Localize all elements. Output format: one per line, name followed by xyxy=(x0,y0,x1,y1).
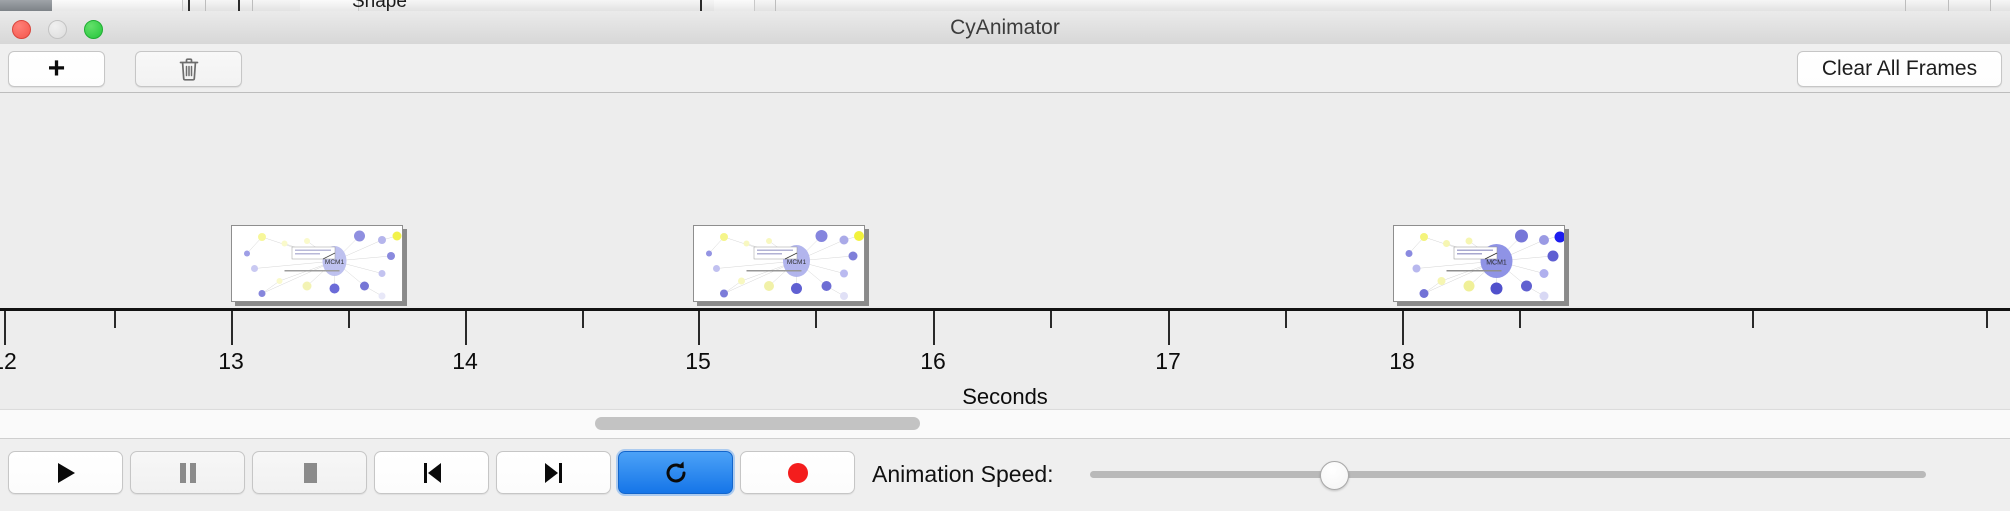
axis-major-tick xyxy=(933,311,935,345)
pause-icon xyxy=(179,462,196,483)
skip-start-button[interactable] xyxy=(374,451,489,494)
axis-minor-tick xyxy=(1050,311,1052,328)
record-button[interactable] xyxy=(740,451,855,494)
svg-text:MCM1: MCM1 xyxy=(1486,260,1507,267)
axis-tick-label: 18 xyxy=(1389,348,1415,374)
network-graph: MCM1 xyxy=(706,230,864,300)
axis-major-tick xyxy=(465,311,467,345)
axis-major-tick xyxy=(231,311,233,345)
network-thumbnail: MCM1 xyxy=(232,226,402,301)
playback-control-bar: Animation Speed: xyxy=(0,438,2010,511)
network-graph: MCM1 xyxy=(1405,229,1564,301)
toolbar: + Clear All Frames xyxy=(0,44,2010,93)
axis-tick-label: 12 xyxy=(0,348,17,374)
timeline-scrollbar[interactable] xyxy=(0,409,2010,439)
play-button[interactable] xyxy=(8,451,123,494)
axis-tick-label: 14 xyxy=(452,348,478,374)
axis-tick-label: 17 xyxy=(1155,348,1181,374)
skip-end-icon xyxy=(544,462,562,483)
svg-text:MCM1: MCM1 xyxy=(787,259,807,266)
play-icon xyxy=(57,462,75,483)
stop-button[interactable] xyxy=(252,451,367,494)
skip-start-icon xyxy=(423,462,441,483)
trash-icon xyxy=(179,57,198,81)
animation-speed-label: Animation Speed: xyxy=(872,461,1054,487)
zoom-button[interactable] xyxy=(84,20,103,39)
close-button[interactable] xyxy=(12,20,31,39)
axis-minor-tick xyxy=(1986,311,1988,328)
slider-track[interactable] xyxy=(1090,471,1926,478)
skip-end-button[interactable] xyxy=(496,451,611,494)
record-icon xyxy=(787,462,808,483)
animation-speed-slider[interactable] xyxy=(1090,461,1926,490)
axis-major-tick xyxy=(1168,311,1170,345)
stop-icon xyxy=(303,462,317,483)
axis-minor-tick xyxy=(1519,311,1521,328)
loop-icon xyxy=(666,461,685,482)
delete-frame-button[interactable] xyxy=(135,51,242,87)
pause-button[interactable] xyxy=(130,451,245,494)
axis-title: Seconds xyxy=(962,384,1048,408)
axis-tick-label: 15 xyxy=(685,348,711,374)
axis-minor-tick xyxy=(582,311,584,328)
axis-minor-tick xyxy=(815,311,817,328)
axis-line xyxy=(0,308,2010,311)
timeline-frame[interactable]: MCM1 xyxy=(231,225,403,302)
axis-minor-tick xyxy=(348,311,350,328)
timeline-axis: 12 13 14 15 16 17 18 Seconds xyxy=(0,308,2010,408)
network-graph: MCM1 xyxy=(244,230,402,300)
window-controls xyxy=(12,20,103,39)
axis-tick-label: 13 xyxy=(218,348,244,374)
timeline-frame[interactable]: MCM1 xyxy=(693,225,865,302)
scrollbar-thumb[interactable] xyxy=(595,417,920,430)
network-thumbnail: MCM1 xyxy=(694,226,864,301)
axis-major-tick xyxy=(698,311,700,345)
axis-minor-tick xyxy=(114,311,116,328)
minimize-button[interactable] xyxy=(48,20,67,39)
timeline-frame[interactable]: MCM1 xyxy=(1393,225,1565,302)
svg-text:MCM1: MCM1 xyxy=(325,259,345,266)
axis-major-tick xyxy=(4,311,6,345)
slider-thumb[interactable] xyxy=(1320,461,1349,490)
background-window-label: Shape xyxy=(352,0,407,12)
add-frame-button[interactable]: + xyxy=(8,51,105,87)
timeline-panel[interactable]: MCM1 xyxy=(0,93,2010,408)
network-thumbnail: MCM1 xyxy=(1394,226,1564,301)
title-bar: CyAnimator xyxy=(0,11,2010,45)
plus-icon: + xyxy=(47,52,66,85)
frame-strip: MCM1 xyxy=(0,93,2010,308)
window-title: CyAnimator xyxy=(950,16,1060,39)
axis-tick-label: 16 xyxy=(920,348,946,374)
axis-minor-tick xyxy=(1285,311,1287,328)
clear-all-frames-button[interactable]: Clear All Frames xyxy=(1797,51,2002,87)
loop-button[interactable] xyxy=(618,451,733,494)
axis-minor-tick xyxy=(1752,311,1754,328)
axis-major-tick xyxy=(1402,311,1404,345)
